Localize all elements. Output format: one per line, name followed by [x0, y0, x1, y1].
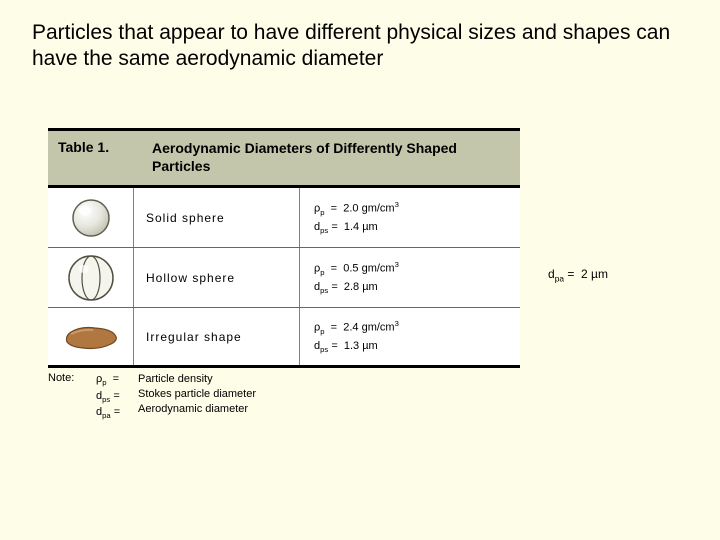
note-symbols: ρp = dps = dpa =: [96, 372, 138, 422]
rho-line: ρp = 0.5 gm/cm3: [314, 259, 520, 279]
note-definitions: Particle density Stokes particle diamete…: [138, 372, 256, 422]
table-row: Hollow sphere ρp = 0.5 gm/cm3 dps = 2.8 …: [48, 248, 520, 308]
cell-icon: [48, 308, 134, 365]
table-label: Table 1.: [58, 139, 152, 155]
shape-values: ρp = 0.5 gm/cm3 dps = 2.8 µm: [300, 248, 520, 307]
rho-line: ρp = 2.4 gm/cm3: [314, 318, 520, 338]
hollow-sphere-icon: [66, 253, 116, 303]
note-label: Note:: [48, 372, 96, 422]
table-row: Solid sphere ρp = 2.0 gm/cm3 dps = 1.4 µ…: [48, 188, 520, 248]
cell-icon: [48, 188, 134, 247]
d-line: dps = 2.8 µm: [314, 279, 520, 298]
aerodynamic-diameter-value: dpa = 2 µm: [548, 267, 608, 283]
solid-sphere-icon: [69, 196, 113, 240]
shape-name: Hollow sphere: [134, 248, 300, 307]
particle-table: Table 1. Aerodynamic Diameters of Differ…: [48, 128, 520, 368]
d-line: dps = 1.3 µm: [314, 338, 520, 357]
shape-name: Irregular shape: [134, 308, 300, 365]
shape-values: ρp = 2.0 gm/cm3 dps = 1.4 µm: [300, 188, 520, 247]
page-caption: Particles that appear to have different …: [32, 20, 672, 73]
shape-name: Solid sphere: [134, 188, 300, 247]
table-header: Table 1. Aerodynamic Diameters of Differ…: [48, 128, 520, 188]
irregular-shape-icon: [61, 320, 121, 354]
table-title: Aerodynamic Diameters of Differently Sha…: [152, 139, 510, 175]
table-row: Irregular shape ρp = 2.4 gm/cm3 dps = 1.…: [48, 308, 520, 368]
d-line: dps = 1.4 µm: [314, 219, 520, 238]
note-block: Note: ρp = dps = dpa = Particle density …: [48, 372, 256, 422]
rho-line: ρp = 2.0 gm/cm3: [314, 199, 520, 219]
cell-icon: [48, 248, 134, 307]
shape-values: ρp = 2.4 gm/cm3 dps = 1.3 µm: [300, 308, 520, 365]
